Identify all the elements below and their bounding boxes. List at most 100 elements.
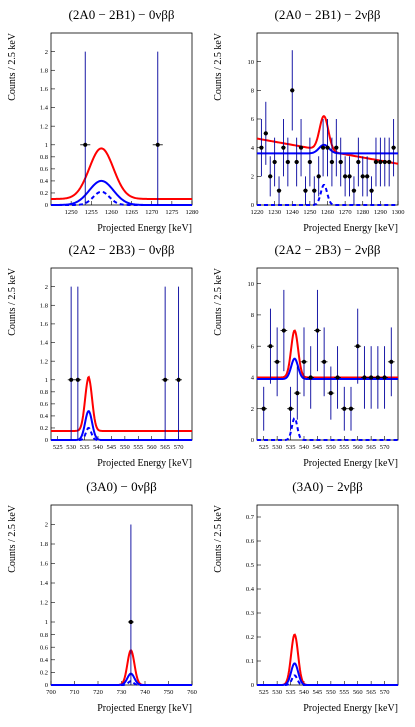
x-tick-label: 535 [286,689,296,696]
data-point [281,145,286,150]
y-tick-label: 0.2 [40,190,48,197]
y-tick-label: 1.8 [40,541,48,548]
x-tick-label: 530 [272,689,282,696]
y-tick-label: 8 [251,312,254,319]
x-tick-label: 540 [299,689,309,696]
fit-curve-red-solid [51,375,192,432]
x-tick-label: 1280 [356,209,369,216]
chart-panel-6: (3A0) − 2νββ Projected Energy [keV] Counts… [213,479,399,714]
data-point [295,390,300,396]
data-point [69,377,74,382]
x-axis-label: Projected Energy [keV] [97,223,192,234]
y-tick-label: 0 [251,682,254,689]
y-tick-label: 0.4 [40,657,49,664]
y-tick-label: 10 [248,59,255,66]
x-tick-label: 740 [140,689,150,696]
y-tick-label: 1 [45,619,48,626]
data-point [348,406,354,411]
data-point [268,174,273,179]
x-tick-label: 570 [380,689,390,696]
data-point [382,159,387,165]
plot-frame [256,267,399,441]
data-point [315,328,320,333]
x-tick-label: 545 [107,444,117,451]
y-tick-label: 0.6 [246,538,255,545]
data-point [391,145,396,150]
x-tick-label: 1290 [374,209,387,216]
data-point [268,344,273,349]
y-tick-label: 6 [251,343,255,350]
y-tick-label: 2 [45,522,48,529]
data-point [75,377,80,382]
chart-panel-5: (3A0) − 0νββ Projected Energy [keV] Counts… [7,479,197,714]
fit-curve-blue-dashed [257,416,398,441]
x-tick-label: 545 [313,444,323,451]
fit-curve-blue-solid [50,179,192,206]
chart-title: (2A2 − 2B3) − 0νββ [69,242,175,257]
y-axis-label: Counts / 2.5 keV [7,267,18,336]
plot-frame [50,504,193,686]
x-tick-label: 1300 [392,209,405,216]
y-tick-label: 0.2 [40,670,48,677]
fit-curve-blue-dashed [51,190,192,206]
y-tick-label: 0 [45,437,48,444]
data-point [355,344,360,349]
y-axis-label: Counts / 2.5 keV [213,32,224,101]
x-tick-label: 555 [339,689,349,696]
y-tick-label: 1.4 [40,105,49,112]
x-tick-label: 750 [164,689,174,696]
y-tick-label: 1 [45,142,48,149]
y-axis-label: Counts / 2.5 keV [7,32,18,101]
x-tick-label: 555 [339,444,349,451]
data-point [83,142,88,147]
data-point [322,359,327,364]
y-tick-label: 1 [45,377,48,384]
y-tick-label: 0.4 [40,413,49,420]
x-tick-label: 760 [187,689,197,696]
y-axis-label: Counts / 2.5 keV [213,267,224,336]
y-tick-label: 10 [248,281,255,288]
x-tick-label: 550 [120,444,130,451]
data-point [387,159,392,165]
x-tick-label: 525 [259,444,269,451]
y-tick-label: 0.8 [40,632,48,639]
fit-curve-red-solid [51,147,192,200]
data-point [275,359,280,364]
y-tick-label: 0.6 [40,644,49,651]
data-point [373,159,379,165]
y-tick-label: 1.6 [40,86,49,93]
y-tick-label: 0 [45,202,48,209]
x-axis-label: Projected Energy [keV] [303,703,398,714]
y-tick-label: 0.4 [246,586,255,593]
x-tick-label: 565 [366,444,376,451]
x-axis-label: Projected Energy [keV] [303,223,398,234]
chart-panel-4: (2A2 − 2B3) − 2νββ Projected Energy [keV]… [213,242,399,469]
chart-title: (3A0) − 0νββ [86,479,157,494]
data-point [329,159,335,165]
x-tick-label: 540 [299,444,309,451]
y-tick-label: 1.2 [40,358,48,365]
y-tick-label: 0.5 [246,562,254,569]
data-point [308,375,313,380]
x-tick-label: 560 [353,444,363,451]
x-tick-label: 560 [147,444,157,451]
data-point [365,174,370,179]
data-point [261,406,266,411]
data-point [369,375,374,380]
x-tick-label: 1220 [251,209,264,216]
fit-curve-blue-dashed [51,680,192,686]
x-tick-label: 550 [326,444,336,451]
x-tick-label: 540 [93,444,103,451]
chart-title: (2A2 − 2B3) − 2νββ [275,242,381,257]
x-tick-label: 700 [46,689,56,696]
fit-curve-blue-dashed [257,184,398,206]
y-tick-label: 2 [251,174,254,181]
x-tick-label: 1260 [105,209,118,216]
data-point [303,188,308,193]
data-point [312,188,317,193]
data-point [325,145,330,150]
data-point [288,406,293,411]
y-tick-label: 0.6 [40,166,49,173]
x-tick-label: 525 [259,689,269,696]
